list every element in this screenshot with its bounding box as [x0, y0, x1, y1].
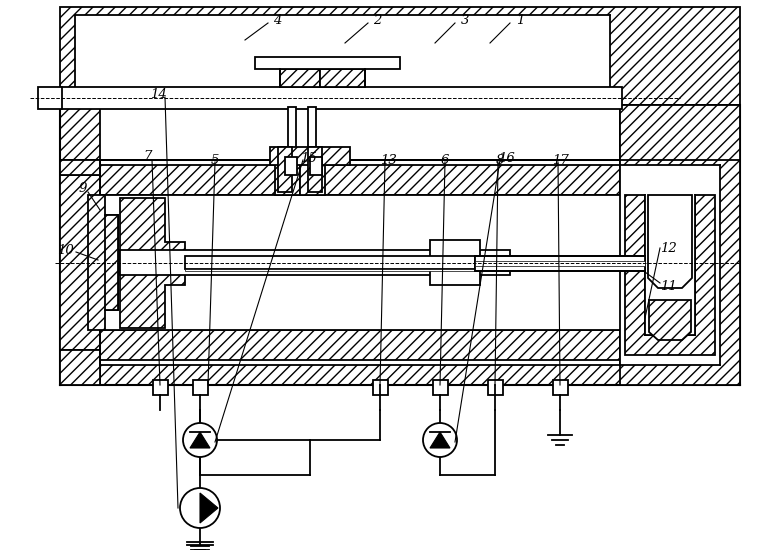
- Bar: [185, 256, 475, 269]
- Text: 2: 2: [373, 14, 381, 26]
- Text: 6: 6: [441, 153, 449, 167]
- Bar: [280, 69, 320, 87]
- Polygon shape: [200, 493, 218, 523]
- Bar: [285, 157, 297, 175]
- Bar: [153, 380, 168, 395]
- Text: 4: 4: [273, 14, 281, 26]
- Bar: [100, 330, 620, 360]
- Bar: [288, 107, 296, 162]
- Polygon shape: [38, 87, 70, 109]
- Bar: [100, 165, 620, 195]
- Polygon shape: [120, 198, 185, 328]
- Polygon shape: [60, 105, 100, 385]
- Bar: [60, 175, 100, 350]
- Bar: [62, 87, 622, 109]
- Text: 7: 7: [144, 151, 152, 163]
- Bar: [320, 69, 365, 87]
- Bar: [75, 15, 610, 90]
- Bar: [475, 256, 645, 271]
- Bar: [308, 107, 316, 162]
- Circle shape: [180, 488, 220, 528]
- Polygon shape: [649, 300, 691, 340]
- Bar: [278, 147, 292, 192]
- Text: 5: 5: [211, 153, 219, 167]
- Polygon shape: [430, 432, 450, 448]
- Text: 3: 3: [461, 14, 470, 26]
- Polygon shape: [100, 105, 740, 385]
- Text: 8: 8: [496, 153, 504, 167]
- Text: 9: 9: [79, 182, 87, 195]
- Text: 16: 16: [498, 151, 514, 164]
- Bar: [475, 261, 645, 266]
- Bar: [645, 195, 695, 335]
- Bar: [255, 57, 400, 69]
- Bar: [60, 160, 100, 175]
- Text: 15: 15: [300, 151, 317, 164]
- Bar: [373, 380, 388, 395]
- Polygon shape: [190, 432, 210, 448]
- Text: 13: 13: [380, 153, 396, 167]
- Bar: [300, 157, 325, 195]
- Polygon shape: [625, 195, 715, 355]
- Bar: [488, 380, 503, 395]
- Text: 11: 11: [660, 279, 676, 293]
- Text: 1: 1: [516, 14, 524, 26]
- Bar: [430, 240, 480, 285]
- Text: 14: 14: [150, 89, 166, 102]
- Bar: [310, 157, 322, 175]
- Circle shape: [183, 423, 217, 457]
- Bar: [270, 147, 350, 165]
- Bar: [100, 195, 620, 330]
- Text: 17: 17: [551, 153, 569, 167]
- Bar: [120, 250, 510, 275]
- Bar: [105, 215, 118, 310]
- Bar: [553, 380, 568, 395]
- Bar: [433, 380, 448, 395]
- Bar: [308, 147, 322, 192]
- Bar: [620, 105, 740, 160]
- Polygon shape: [88, 195, 118, 330]
- Text: 10: 10: [57, 244, 73, 256]
- Polygon shape: [648, 195, 692, 288]
- Polygon shape: [60, 7, 740, 145]
- Bar: [60, 350, 100, 385]
- Circle shape: [423, 423, 457, 457]
- Text: 12: 12: [660, 241, 676, 255]
- Bar: [193, 380, 208, 395]
- Bar: [620, 105, 740, 385]
- Bar: [275, 157, 300, 195]
- Bar: [185, 269, 475, 271]
- Bar: [620, 165, 720, 365]
